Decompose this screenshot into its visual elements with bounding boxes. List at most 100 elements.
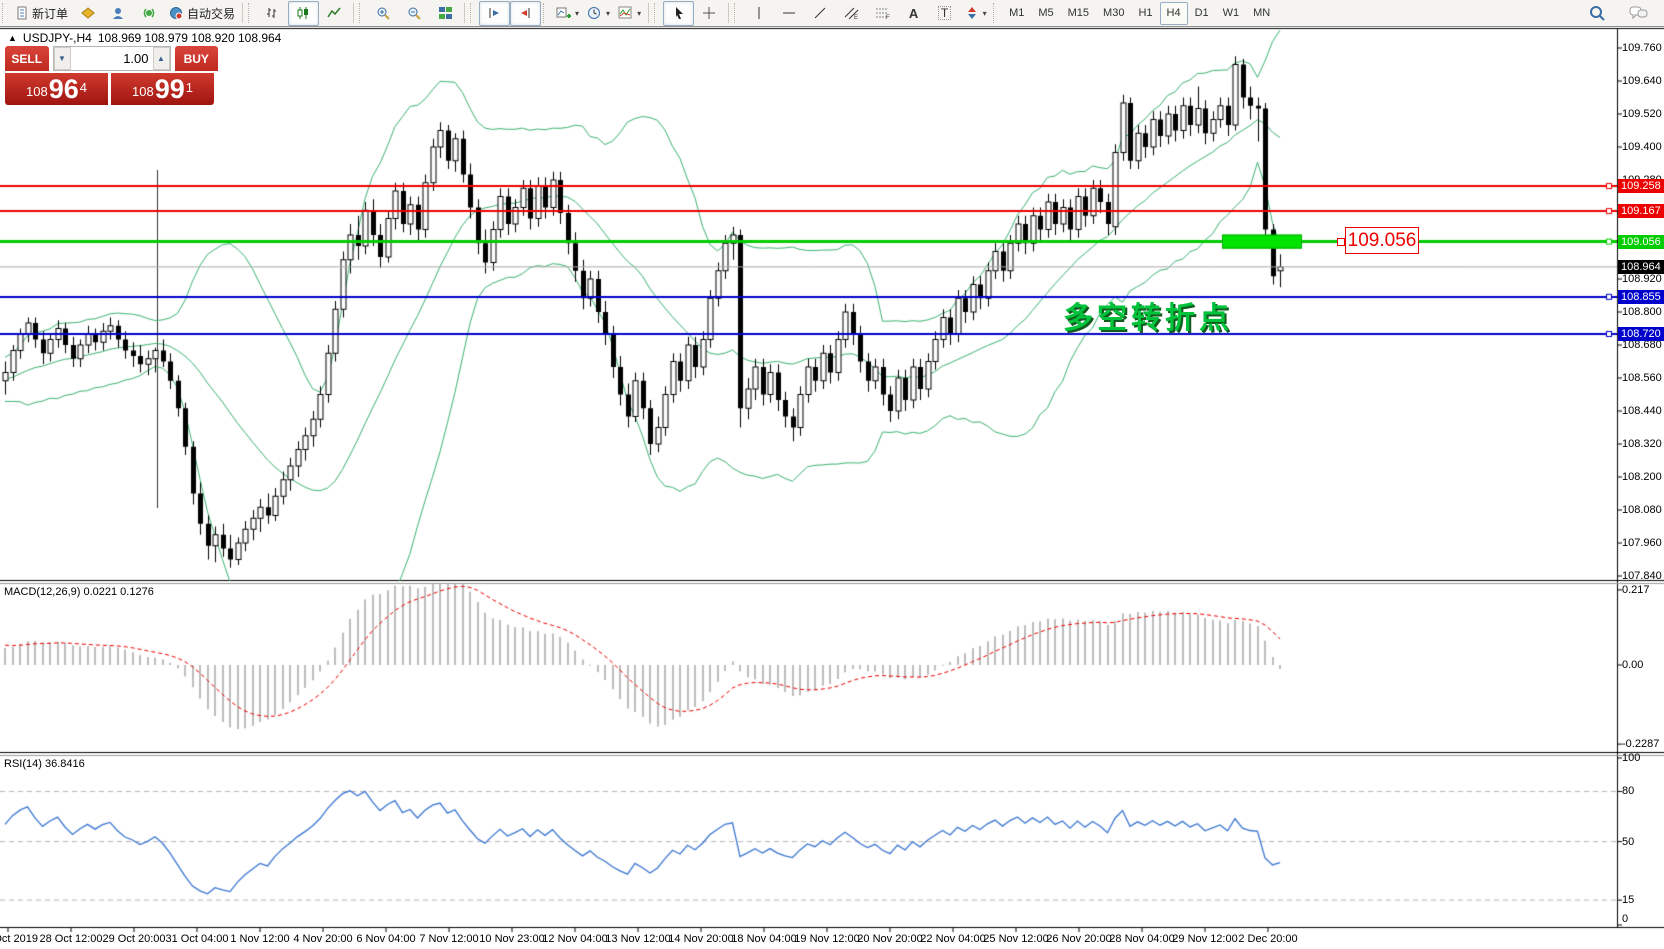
price-level-tag: 108.720 <box>1618 327 1664 341</box>
tile-windows-button[interactable] <box>430 1 461 26</box>
collapse-panel-icon[interactable]: ▲ <box>8 33 17 43</box>
toolbar-grip <box>734 3 740 23</box>
line-anchor-handle[interactable] <box>1337 238 1345 246</box>
rsi-tick-label: 15 <box>1622 894 1635 907</box>
vertical-line-button[interactable] <box>743 1 774 26</box>
date-tick-label: 25 Oct 2019 <box>0 933 38 945</box>
svg-text:E: E <box>854 15 858 20</box>
trendline-button[interactable] <box>805 1 836 26</box>
accounts-button[interactable] <box>103 1 134 26</box>
price-level-tag: 109.258 <box>1618 179 1664 194</box>
chart-title: ▲ USDJPY-,H4 108.969 108.979 108.920 108… <box>8 31 281 45</box>
fibonacci-button[interactable]: F <box>867 1 898 26</box>
timeframe-button-m30[interactable]: M30 <box>1103 7 1125 19</box>
date-tick-label: 1 Nov 12:00 <box>230 933 290 945</box>
price-tick-label: 108.920 <box>1622 273 1662 285</box>
toolbar-grip <box>248 3 254 23</box>
price-tick-label: 108.800 <box>1622 306 1662 318</box>
timeframe-button-m5[interactable]: M5 <box>1038 7 1054 19</box>
zoom-out-button[interactable] <box>399 1 430 26</box>
toolbar-grip <box>543 3 549 23</box>
timeframe-button-h1[interactable]: H1 <box>1138 7 1153 19</box>
macd-tick-label: -0.2287 <box>1622 738 1660 751</box>
buy-button[interactable]: BUY <box>174 46 218 71</box>
candlestick-chart-button[interactable] <box>288 0 320 26</box>
sell-button[interactable]: SELL <box>5 46 49 71</box>
auto-scroll-button[interactable] <box>479 0 511 26</box>
new-order-button[interactable]: 新订单 <box>11 1 72 26</box>
toolbar-separator <box>728 3 730 23</box>
buy-price-prefix: 108 <box>132 84 154 99</box>
timeframe-button-m15[interactable]: M15 <box>1067 7 1090 19</box>
signals-button[interactable] <box>134 1 165 26</box>
price-callout-box[interactable]: 109.056 <box>1345 227 1419 254</box>
volume-input[interactable] <box>70 47 153 70</box>
timeframe-button-d1[interactable]: D1 <box>1194 7 1209 19</box>
ohlc-values: 108.969 108.979 108.920 108.964 <box>97 31 282 45</box>
price-level-tag: 109.056 <box>1618 234 1664 249</box>
price-tick-label: 108.200 <box>1622 471 1662 483</box>
price-tick-label: 107.960 <box>1622 537 1662 549</box>
date-tick-label: 2 Dec 20:00 <box>1238 933 1298 945</box>
date-tick-label: 12 Nov 04:00 <box>542 933 608 945</box>
chart-text-annotation[interactable]: 多空转折点 <box>1063 302 1233 335</box>
bar-chart-button[interactable] <box>257 1 288 26</box>
macd-indicator-label: MACD(12,26,9) 0.0221 0.1276 <box>4 586 154 598</box>
date-tick-label: 25 Nov 12:00 <box>983 933 1049 945</box>
crosshair-button[interactable] <box>694 1 725 26</box>
timeframe-button-mn[interactable]: MN <box>1253 7 1271 19</box>
line-chart-button[interactable] <box>319 1 350 26</box>
chat-button[interactable] <box>1623 1 1654 26</box>
symbol-period-label: USDJPY-,H4 <box>22 31 92 45</box>
timeframe-button-h4[interactable]: H4 <box>1159 1 1188 25</box>
chart-shift-button[interactable] <box>510 0 542 26</box>
rsi-tick-label: 100 <box>1622 752 1641 764</box>
zoom-in-button[interactable] <box>368 1 399 26</box>
toolbar-grip <box>470 3 476 23</box>
arrows-button[interactable]: ▾ <box>960 1 991 26</box>
price-tick-label: 108.320 <box>1622 438 1662 450</box>
text-button[interactable]: A <box>908 5 919 21</box>
date-tick-label: 10 Nov 23:00 <box>479 933 545 945</box>
timeframe-button-m1[interactable]: M1 <box>1009 7 1025 19</box>
price-tick-label: 108.440 <box>1622 405 1662 417</box>
periods-button[interactable]: ▾ <box>583 1 614 26</box>
horizontal-line-button[interactable] <box>774 1 805 26</box>
label-button[interactable]: T <box>929 1 960 26</box>
volume-decrease-button[interactable]: ▼ <box>53 47 71 70</box>
timeframe-button-w1[interactable]: W1 <box>1222 7 1240 19</box>
date-tick-label: 28 Nov 04:00 <box>1109 933 1175 945</box>
gold-button[interactable] <box>72 1 103 26</box>
price-level-tag: 109.167 <box>1618 204 1664 219</box>
price-tick-label: 109.400 <box>1622 141 1662 153</box>
toolbar-separator <box>353 3 355 23</box>
date-tick-label: 13 Nov 12:00 <box>605 933 671 945</box>
price-tick-label: 107.840 <box>1622 570 1662 582</box>
cursor-button[interactable] <box>663 0 695 26</box>
templates-button[interactable]: ▾ <box>614 1 645 26</box>
date-tick-label: 14 Nov 20:00 <box>668 933 734 945</box>
volume-increase-button[interactable]: ▲ <box>152 47 170 70</box>
sell-price-prefix: 108 <box>26 84 48 99</box>
sell-price-main: 96 <box>48 74 79 104</box>
new-chart-button[interactable]: ▾ <box>552 1 583 26</box>
one-click-trading-panel: SELL ▼ ▲ BUY 108 96 4 108 99 1 <box>5 46 218 105</box>
date-tick-label: 6 Nov 04:00 <box>356 933 416 945</box>
date-tick-label: 29 Oct 20:00 <box>102 933 166 945</box>
date-tick-label: 29 Nov 12:00 <box>1172 933 1238 945</box>
volume-stepper: ▼ ▲ <box>52 46 171 71</box>
date-tick-label: 18 Nov 04:00 <box>731 933 797 945</box>
buy-price-main: 99 <box>154 74 185 104</box>
channel-button[interactable]: E <box>836 1 867 26</box>
toolbar-grip <box>654 3 660 23</box>
sell-price-button[interactable]: 108 96 4 <box>5 73 108 105</box>
search-button[interactable] <box>1582 1 1613 26</box>
date-tick-label: 28 Oct 12:00 <box>39 933 103 945</box>
price-tick-label: 109.520 <box>1622 108 1662 120</box>
autotrading-button[interactable]: 自动交易 <box>165 1 239 26</box>
date-tick-label: 7 Nov 12:00 <box>419 933 479 945</box>
date-tick-label: 26 Nov 20:00 <box>1046 933 1112 945</box>
buy-price-button[interactable]: 108 99 1 <box>111 73 214 105</box>
